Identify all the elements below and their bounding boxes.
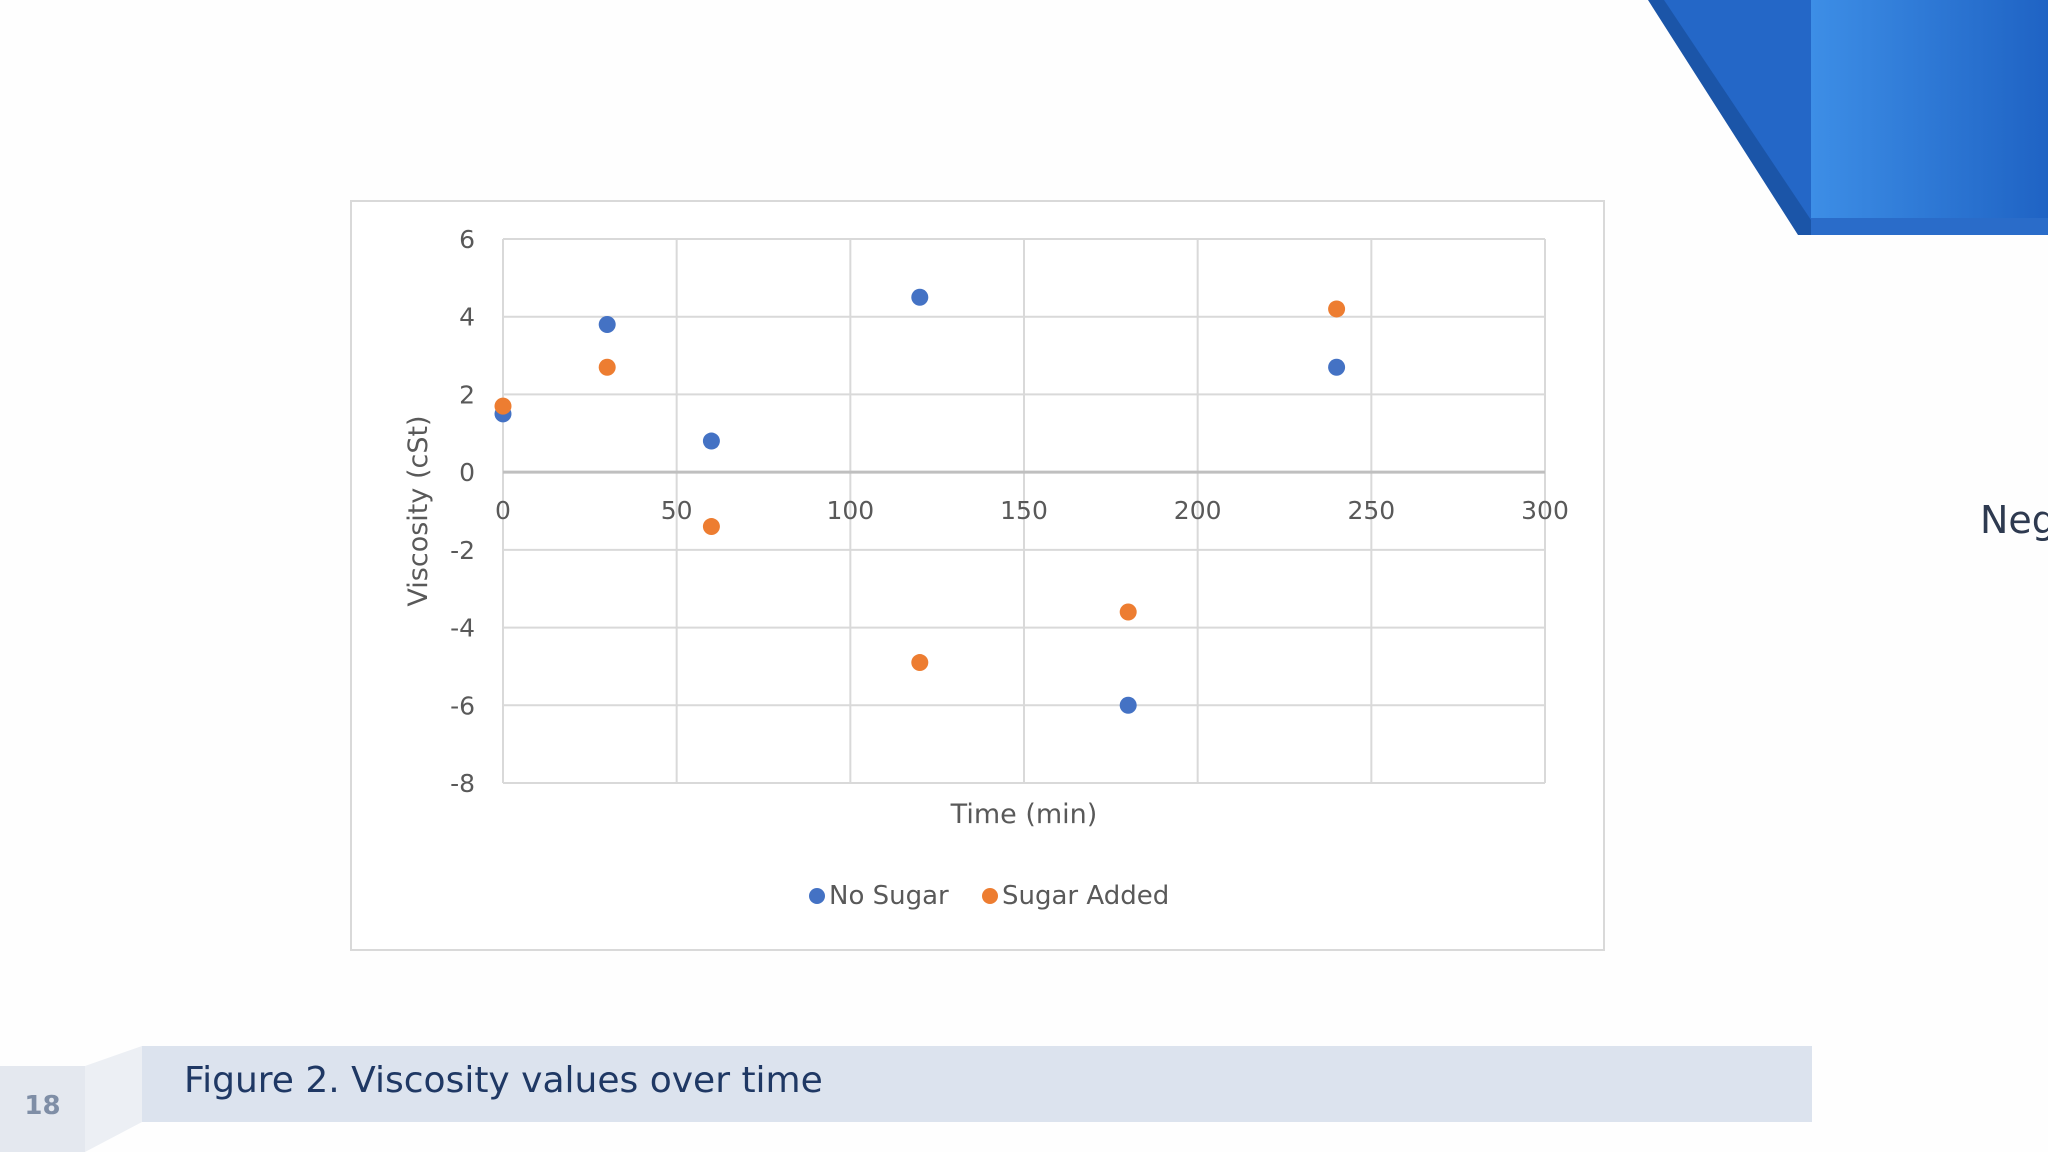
side-text-fragment: Neg [1980,498,2048,542]
y-tick-label: -2 [450,536,475,565]
data-point [1328,358,1346,376]
page-number: 18 [24,1091,61,1121]
data-point [911,288,929,306]
data-point [1119,696,1137,714]
y-tick-label: -4 [450,614,475,643]
data-point [1119,603,1137,621]
y-tick-label: 0 [459,458,475,487]
data-point [702,518,720,536]
x-tick-label: 0 [495,496,511,525]
x-tick-label: 200 [1174,496,1222,525]
y-tick-label: -6 [450,691,475,720]
data-point [911,654,929,672]
x-tick-label: 100 [826,496,874,525]
x-tick-label: 150 [1000,496,1048,525]
y-tick-label: 2 [459,380,475,409]
legend-label: Sugar Added [1002,881,1169,911]
data-point [1328,300,1346,318]
chart-canvas: 6 4 2 0 -2 -4 -6 -8 0 50 100 150 200 250 300 Time (min)… [403,225,1569,911]
x-axis-title: Time (min) [950,799,1098,830]
y-tick-label: 6 [459,225,475,254]
figure-caption: Figure 2. Viscosity values over time [184,1060,823,1101]
caption-bar [142,1046,1812,1122]
x-tick-label: 300 [1521,496,1569,525]
accent-mid-triangle [1664,0,1811,220]
y-axis-title: Viscosity (cSt) [403,415,434,606]
legend-marker [982,888,998,904]
data-point [702,432,720,450]
data-point [598,358,616,376]
data-point [494,397,512,415]
x-tick-label: 50 [661,496,693,525]
data-point [598,315,616,333]
x-tick-label: 250 [1347,496,1395,525]
accent-block [1811,0,2048,235]
legend-label: No Sugar [829,881,949,911]
legend-marker [809,888,825,904]
y-tick-label: -8 [450,769,475,798]
y-tick-label: 4 [459,303,475,332]
accent-block-base [1811,218,2048,235]
page-number-tab [0,1066,85,1152]
scatter-chart: 6 4 2 0 -2 -4 -6 -8 0 50 100 150 200 250 300 Time (min)… [350,200,1605,951]
